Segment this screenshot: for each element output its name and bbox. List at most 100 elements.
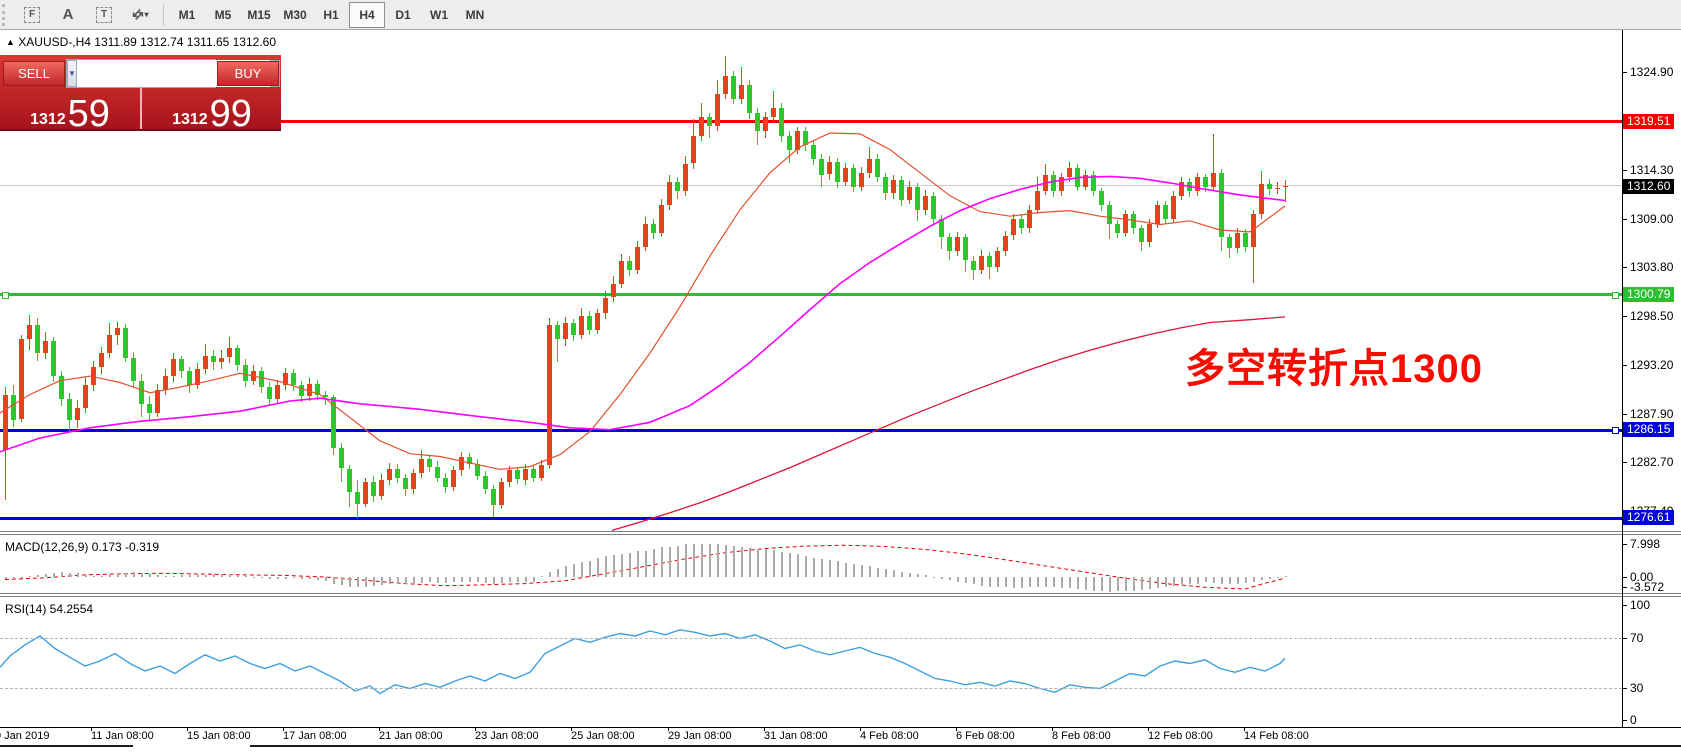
macd-bar — [1045, 577, 1047, 587]
macd-bar — [1197, 577, 1199, 584]
macd-bar — [157, 575, 159, 577]
macd-bar — [53, 572, 55, 577]
candle — [179, 359, 184, 372]
grid-f-icon[interactable]: F — [14, 2, 50, 28]
price-tick-label: 1303.80 — [1630, 260, 1674, 274]
macd-bar — [981, 577, 983, 586]
timeframe-button-m1[interactable]: M1 — [178, 7, 196, 22]
macd-bar — [357, 577, 359, 588]
timeframe-button-mn[interactable]: MN — [465, 7, 485, 22]
macd-bar — [149, 574, 151, 577]
chart-title: ▲ XAUUSD-,H4 1311.89 1312.74 1311.65 131… — [6, 35, 276, 49]
line-anchor[interactable] — [2, 292, 9, 299]
timeframe-button-w1[interactable]: W1 — [430, 7, 448, 22]
candle — [1211, 172, 1216, 187]
macd-bar — [509, 577, 511, 582]
toolbar-separator — [163, 3, 164, 26]
scrollbar-track[interactable] — [0, 745, 133, 747]
time-tick — [571, 727, 572, 731]
macd-bar — [589, 560, 591, 577]
panel-separator[interactable] — [0, 596, 1681, 597]
candle — [67, 399, 72, 421]
candle — [1051, 174, 1056, 192]
macd-bar — [1165, 577, 1167, 587]
macd-bar — [1189, 577, 1191, 585]
candle — [763, 117, 768, 132]
sell-button[interactable]: SELL — [3, 61, 65, 86]
macd-bar — [573, 563, 575, 577]
candle — [75, 408, 80, 421]
buy-button[interactable]: BUY — [217, 61, 279, 86]
hline-1300.79[interactable] — [0, 293, 1622, 296]
candle — [251, 371, 256, 381]
line-anchor[interactable] — [1612, 427, 1619, 434]
panel-separator[interactable] — [0, 531, 1681, 532]
macd-bar — [549, 572, 551, 577]
candle — [3, 394, 8, 450]
macd-bar — [285, 577, 287, 579]
volume-decrease-button[interactable]: ▼ — [67, 60, 77, 87]
candle — [331, 397, 336, 449]
macd-bar — [197, 574, 199, 577]
candle — [219, 357, 224, 363]
price-tick-label: -3.572 — [1630, 580, 1665, 594]
price-tick-label: 1324.90 — [1630, 65, 1674, 79]
arrows-style-icon[interactable]: ⇵ ▾ — [128, 4, 149, 24]
candle — [1035, 191, 1040, 210]
macd-bar — [373, 577, 375, 587]
macd-bar — [493, 577, 495, 584]
macd-bar — [629, 553, 631, 577]
candle — [859, 172, 864, 187]
timeframe-button-d1[interactable]: D1 — [395, 7, 411, 22]
price-tick — [1623, 219, 1627, 220]
macd-bar — [293, 577, 295, 579]
sell-price-display[interactable]: 1312 59 — [30, 92, 110, 135]
panel-separator[interactable] — [0, 593, 1681, 594]
candle — [123, 328, 128, 358]
candle — [187, 371, 192, 386]
time-label: 4 Feb 08:00 — [860, 730, 919, 742]
candle — [283, 373, 288, 386]
line-anchor[interactable] — [1612, 292, 1619, 299]
text-a-icon[interactable]: A — [62, 6, 74, 23]
candle — [1011, 218, 1016, 236]
macd-bar — [229, 573, 231, 577]
timeframe-button-h1[interactable]: H1 — [323, 7, 339, 22]
macd-bar — [77, 573, 79, 577]
candle — [555, 325, 560, 340]
buy-price-display[interactable]: 1312 99 — [172, 92, 252, 135]
timeframe-button-h4[interactable]: H4 — [349, 1, 385, 28]
candle — [1203, 177, 1208, 187]
chevron-down-icon: ▾ — [144, 10, 149, 19]
candle-wick — [773, 91, 774, 122]
macd-bar — [1141, 577, 1143, 590]
macd-bar — [669, 546, 671, 577]
macd-bar — [405, 577, 407, 585]
timeframe-button-m30[interactable]: M30 — [283, 7, 307, 22]
macd-bar — [1253, 577, 1255, 582]
candle — [1219, 172, 1224, 238]
timeframe-button-m15[interactable]: M15 — [247, 7, 271, 22]
candle — [747, 84, 752, 113]
macd-bar — [421, 577, 423, 583]
candle — [899, 180, 904, 201]
candle — [947, 237, 952, 252]
hline-1286.15[interactable] — [0, 429, 1622, 432]
candle — [603, 297, 608, 314]
time-tick — [668, 727, 669, 731]
candle — [1259, 183, 1264, 215]
candle — [1027, 209, 1032, 229]
candle — [595, 313, 600, 330]
candle — [731, 75, 736, 99]
text-label-icon[interactable]: T — [86, 2, 122, 28]
time-label: 23 Jan 08:00 — [475, 730, 539, 742]
macd-bar — [309, 577, 311, 580]
candle — [779, 108, 784, 136]
scrollbar-track[interactable] — [250, 745, 1681, 747]
toolbar-grip[interactable] — [2, 3, 10, 26]
chart-annotation-text[interactable]: 多空转折点1300 — [1185, 347, 1483, 391]
macd-bar — [1125, 577, 1127, 591]
candle — [1019, 218, 1024, 229]
panel-separator[interactable] — [0, 534, 1681, 535]
timeframe-button-m5[interactable]: M5 — [214, 7, 232, 22]
